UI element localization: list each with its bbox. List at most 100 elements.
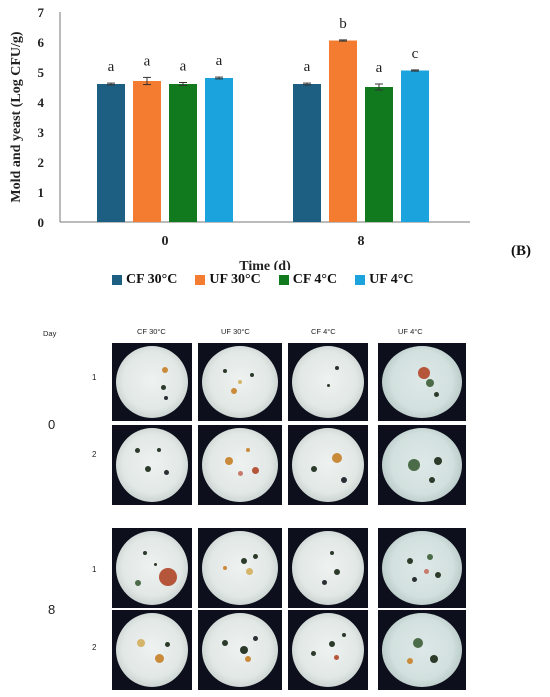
colony [165,641,171,647]
petri-dish [292,613,364,687]
colony [426,379,434,388]
colony [333,568,340,575]
colony [224,457,233,466]
colony [145,465,152,472]
colony [326,384,330,388]
bar-chart: 0 1 2 3 4 5 6 7 Mold and yeast (Log CFU/g) 0 8 Time… [9,5,470,270]
significance-letter: c [412,46,419,62]
petri-dish-photo [198,610,282,690]
colony [240,557,247,564]
colony [407,658,413,665]
petri-dish [292,531,364,605]
petri-dish-photo [288,343,368,421]
day-label-0: 0 [48,417,56,432]
colony [238,380,242,384]
colony [427,553,433,560]
colony [334,654,340,660]
petri-dish-photo [112,610,192,690]
colony [161,367,168,374]
petri-dish-photo [378,425,466,505]
colony [328,641,335,648]
y-tick-label: 1 [38,185,45,200]
significance-letter: a [180,59,187,75]
colony [222,566,227,570]
petri-dish [202,428,278,502]
colony [428,476,435,483]
significance-letter: a [144,53,151,69]
colony [435,572,441,579]
colony [245,568,253,576]
petri-dish-photo [378,528,466,608]
petri-dish-photo [112,425,192,505]
legend-item: CF 4°C [278,272,338,288]
panel-label: (B) [511,243,531,259]
replicate-label: 1 [92,565,97,574]
petri-dish [382,531,462,605]
significance-letter: a [376,60,383,76]
bar [97,84,125,222]
y-tick-label: 0 [38,215,45,230]
colony [341,633,346,638]
legend-swatch [355,275,366,285]
colony [163,469,169,475]
legend-swatch [112,275,122,285]
bar [169,84,197,222]
significance-letter: a [216,53,223,69]
colony [321,580,327,586]
replicate-label: 2 [92,643,97,652]
colony [407,557,413,564]
day-label-8: 8 [48,602,56,617]
colony [411,576,417,582]
petri-dish-photo [378,343,466,421]
colony [239,646,248,654]
colony [331,452,342,463]
colony [161,385,167,391]
colony [244,655,251,662]
bar [293,84,321,222]
petri-dish [382,346,462,418]
petri-dish [382,613,462,687]
colony [157,448,162,453]
colony [250,372,255,377]
colony [142,551,147,556]
petri-dish-photo [378,610,466,690]
colony [135,447,141,453]
chart-legend: CF 30°C UF 30°C CF 4°C UF 4°C [112,272,413,288]
y-tick-label: 7 [38,5,45,20]
colony [433,392,439,398]
petri-dish-photo [112,343,192,421]
x-tick-label: 8 [358,234,365,249]
petri-dish [116,613,188,687]
petri-dish [116,428,188,502]
legend-item: UF 4°C [355,272,413,288]
bar [329,40,357,222]
y-tick-label: 4 [38,95,45,110]
legend-label: UF 30°C [209,272,261,287]
y-tick-label: 6 [38,35,45,50]
petri-dish-photo [288,425,368,505]
x-tick-label: 0 [162,234,169,249]
colony [334,365,339,370]
column-header-uf-30: UF 30°C [221,327,250,336]
bar [401,70,429,222]
colony [252,636,258,642]
petri-dish [382,428,462,502]
colony [237,471,243,477]
petri-dish-photo [112,528,192,608]
petri-dish [202,531,278,605]
petri-dish [292,428,364,502]
colony [340,476,347,483]
legend-item: CF 30°C [112,272,177,288]
colony [137,638,146,647]
petri-dish-photo [198,343,282,421]
y-tick-label: 5 [38,65,45,80]
legend-label: CF 4°C [292,272,338,287]
petri-dish-photo [288,610,368,690]
day-column-header: Day [43,329,57,338]
y-tick-label: 2 [38,155,45,170]
petri-dish-photo-grid: Day CF 30°C UF 30°C CF 4°C UF 4°C 0 8 1 … [0,320,550,697]
petri-dish [116,531,188,605]
legend-label: UF 4°C [369,272,414,287]
colony [408,459,420,471]
significance-letter: a [304,59,311,75]
